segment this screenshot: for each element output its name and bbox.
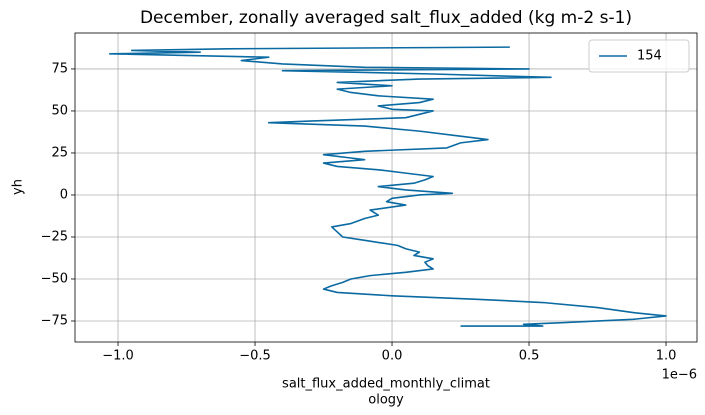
y-tick-label: 0 xyxy=(60,187,68,202)
y-tick-label: 50 xyxy=(51,103,68,118)
y-tick-label: −75 xyxy=(41,313,68,328)
data-line xyxy=(108,46,667,327)
x-tick-label: 0.0 xyxy=(382,349,403,364)
plot-frame xyxy=(74,32,698,343)
x-tick-label: 1.0 xyxy=(656,349,677,364)
x-tick-label: 0.5 xyxy=(519,349,540,364)
x-tick-label: −0.5 xyxy=(239,349,271,364)
chart-title: December, zonally averaged salt_flux_add… xyxy=(140,8,632,28)
x-offset-label: 1e−6 xyxy=(662,368,697,383)
legend-label: 154 xyxy=(637,49,662,64)
x-axis-label: ology xyxy=(368,393,404,408)
y-tick-label: 25 xyxy=(51,145,68,160)
y-tick-label: −50 xyxy=(41,271,68,286)
x-tick-label: −1.0 xyxy=(102,349,134,364)
legend-box xyxy=(588,39,690,73)
x-axis-label: salt_flux_added_monthly_climat xyxy=(282,377,490,392)
y-axis-label: yh xyxy=(11,179,26,195)
y-tick-label: −25 xyxy=(41,229,68,244)
y-tick-label: 75 xyxy=(51,61,68,76)
